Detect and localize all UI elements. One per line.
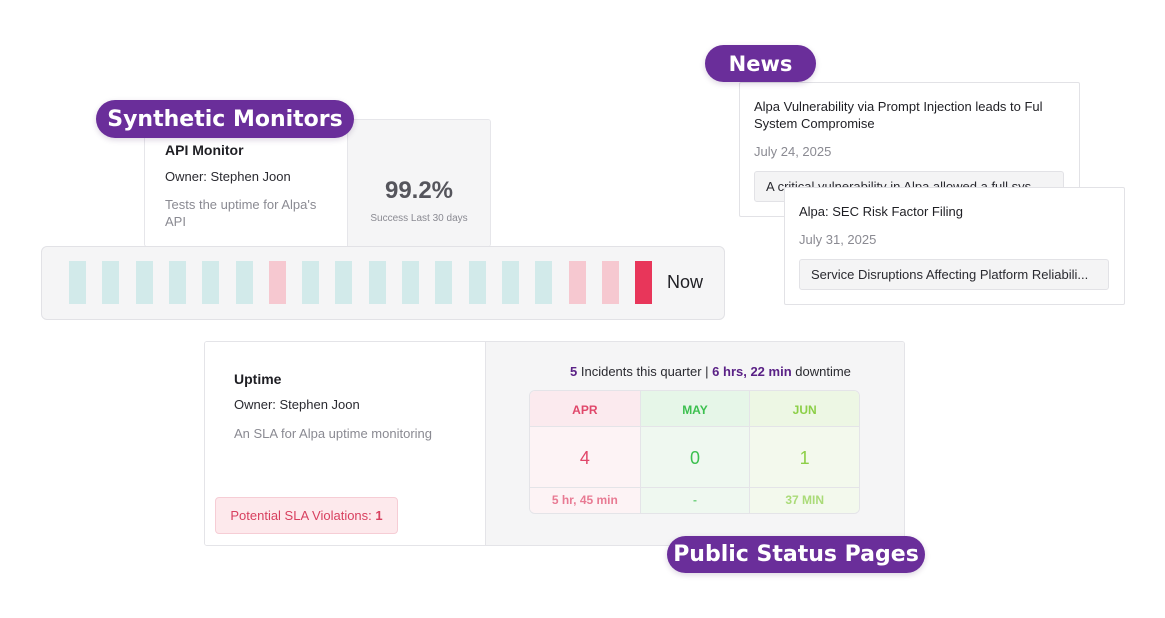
uptime-bar-ok[interactable] xyxy=(69,261,86,304)
sla-card[interactable]: Uptime Owner: Stephen Joon An SLA for Al… xyxy=(204,341,905,546)
divider xyxy=(640,426,750,427)
sla-violations-count: 1 xyxy=(375,508,383,523)
uptime-bar-ok[interactable] xyxy=(235,261,253,304)
sla-title: Uptime xyxy=(234,371,282,387)
divider xyxy=(530,426,640,427)
uptime-bar-ok[interactable] xyxy=(468,261,486,304)
uptime-bar-ok[interactable] xyxy=(302,261,320,304)
news-date: July 24, 2025 xyxy=(754,144,832,159)
month-incident-count: 4 xyxy=(579,448,590,468)
month-column-may: MAY 0 - xyxy=(639,391,750,513)
divider xyxy=(530,487,640,488)
public-status-pages-pill: Public Status Pages xyxy=(667,536,925,573)
news-title: Alpa: SEC Risk Factor Filing xyxy=(799,204,963,219)
news-pill: News xyxy=(705,45,816,82)
divider xyxy=(750,487,859,488)
uptime-bar-ok[interactable] xyxy=(501,261,519,304)
uptime-bar-warn[interactable] xyxy=(568,261,586,304)
uptime-bar-ok[interactable] xyxy=(435,261,453,304)
month-downtime: 37 MIN xyxy=(785,493,824,507)
sla-violations-label: Potential SLA Violations: xyxy=(230,508,372,523)
uptime-bar-ok[interactable] xyxy=(168,261,186,304)
uptime-bar-warn[interactable] xyxy=(268,261,286,304)
downtime-text: downtime xyxy=(795,364,851,379)
news-date: July 31, 2025 xyxy=(799,232,877,247)
uptime-bar-strip: Now xyxy=(41,246,725,320)
sla-owner: Owner: Stephen Joon xyxy=(234,397,360,412)
api-monitor-success-panel: 99.2% Success Last 30 days xyxy=(348,120,490,246)
success-percent: 99.2% xyxy=(384,177,454,204)
downtime-value: 6 hrs, 22 min xyxy=(712,364,792,379)
divider xyxy=(750,426,859,427)
month-incident-count: 1 xyxy=(799,448,810,468)
api-monitor-description: Tests the uptime for Alpa's API xyxy=(165,197,317,229)
month-name: APR xyxy=(530,391,640,426)
month-name: MAY xyxy=(640,391,750,426)
uptime-bar-ok[interactable] xyxy=(368,261,386,304)
uptime-bar-ok[interactable] xyxy=(535,261,553,304)
incidents-text: Incidents this quarter | xyxy=(580,364,709,379)
api-monitor-title: API Monitor xyxy=(165,142,244,158)
now-label: Now xyxy=(667,272,704,292)
news-snippet: Service Disruptions Affecting Platform R… xyxy=(799,259,1109,290)
uptime-bar-down[interactable] xyxy=(635,261,653,304)
uptime-bar-ok[interactable] xyxy=(402,261,419,304)
sla-description: An SLA for Alpa uptime monitoring xyxy=(234,426,433,441)
month-downtime: - xyxy=(692,493,697,507)
api-monitor-card[interactable]: API Monitor Owner: Stephen Joon Tests th… xyxy=(144,119,491,247)
api-monitor-info: API Monitor Owner: Stephen Joon Tests th… xyxy=(145,120,348,246)
incident-summary: 5 Incidents this quarter | 6 hrs, 22 min… xyxy=(486,342,904,545)
api-monitor-owner: Owner: Stephen Joon xyxy=(165,169,291,184)
uptime-bar-warn[interactable] xyxy=(601,261,619,304)
month-column-apr: APR 4 5 hr, 45 min xyxy=(530,391,640,513)
news-title: Alpa Vulnerability via Prompt Injection … xyxy=(754,99,1043,131)
incidents-count: 5 xyxy=(570,364,578,379)
uptime-bar-ok[interactable] xyxy=(202,261,220,304)
sla-info: Uptime Owner: Stephen Joon An SLA for Al… xyxy=(205,342,486,545)
month-name: JUN xyxy=(750,391,859,426)
success-caption: Success Last 30 days xyxy=(370,213,468,224)
uptime-bar-ok[interactable] xyxy=(102,261,120,304)
uptime-bar-ok[interactable] xyxy=(335,261,353,304)
incidents-summary-line: 5 Incidents this quarter | 6 hrs, 22 min… xyxy=(570,364,851,379)
month-column-jun: JUN 1 37 MIN xyxy=(749,391,859,513)
uptime-bar-ok[interactable] xyxy=(135,261,153,304)
news-card-2[interactable]: Alpa: SEC Risk Factor Filing July 31, 20… xyxy=(784,187,1125,305)
divider xyxy=(640,487,750,488)
month-downtime: 5 hr, 45 min xyxy=(551,493,618,507)
sla-violations-badge[interactable]: Potential SLA Violations: 1 xyxy=(215,497,398,534)
month-incident-count: 0 xyxy=(689,448,700,468)
synthetic-monitors-pill: Synthetic Monitors xyxy=(96,100,354,138)
monthly-incidents-table: APR 4 5 hr, 45 min MAY 0 - JUN 1 37 MIN xyxy=(529,390,860,514)
